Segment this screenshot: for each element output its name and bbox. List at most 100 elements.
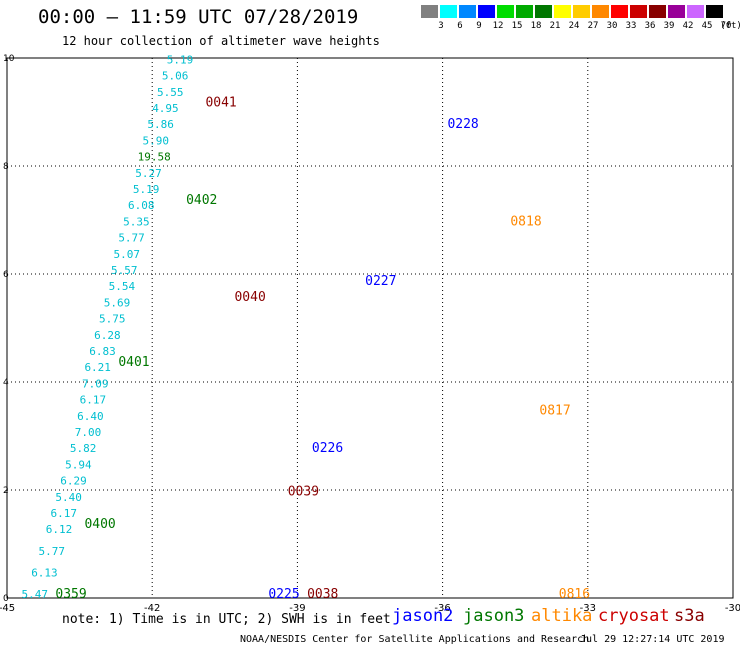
legend-swatch — [592, 5, 609, 18]
lat-tick-label: 6 — [3, 270, 9, 280]
map-subtitle: 12 hour collection of altimeter wave hei… — [62, 34, 380, 48]
satellite-legend-cryosat: cryosat — [598, 606, 670, 626]
wave-height-reading: 5.94 — [65, 458, 92, 471]
satellite-legend-jason3: jason3 — [463, 606, 525, 626]
lat-tick-label: 2 — [3, 486, 9, 496]
lat-tick-label: 8 — [3, 162, 9, 172]
wave-height-reading: 5.19 — [167, 53, 194, 66]
legend-label: 3 — [438, 21, 444, 31]
wave-height-reading: 5.35 — [123, 215, 150, 228]
legend-label: 42 — [682, 21, 694, 31]
footer-note: note: 1) Time is in UTC; 2) SWH is in fe… — [62, 612, 391, 627]
wave-height-reading: 6.17 — [80, 394, 107, 407]
wave-height-reading: 5.86 — [147, 118, 174, 131]
wave-height-reading: 6.40 — [77, 410, 104, 423]
legend-swatch — [440, 5, 457, 18]
lat-tick-label: 4 — [3, 378, 9, 388]
legend-swatch — [459, 5, 476, 18]
wave-height-reading: 5.82 — [70, 442, 97, 455]
wave-height-reading: 5.19 — [133, 183, 160, 196]
footer-timestamp: Jul 29 12:27:14 UTC 2019 — [580, 634, 725, 645]
legend-label: 15 — [511, 21, 523, 31]
satellite-legend-jason2: jason2 — [392, 606, 454, 626]
track-label: 0225 — [268, 587, 299, 602]
wave-height-reading: 5.40 — [55, 491, 82, 504]
legend-swatch — [535, 5, 552, 18]
track-label: 0040 — [234, 290, 265, 305]
wave-height-reading: 5.90 — [143, 134, 170, 147]
legend-label: 39 — [663, 21, 675, 31]
wave-height-reading: 19.58 — [138, 151, 171, 164]
track-label: 0039 — [288, 484, 319, 499]
lon-tick-label: -39 — [289, 603, 305, 614]
footer-credit: NOAA/NESDIS Center for Satellite Applica… — [240, 634, 590, 645]
legend-label: 21 — [549, 21, 561, 31]
wave-height-reading: 6.83 — [89, 345, 116, 358]
track-label: 0816 — [559, 587, 590, 602]
track-label: 0359 — [55, 587, 86, 602]
wave-height-reading: 5.69 — [104, 296, 131, 309]
legend-label: 24 — [568, 21, 580, 31]
map-title: 00:00 – 11:59 UTC 07/28/2019 — [38, 6, 359, 28]
lon-tick-label: -33 — [580, 603, 596, 614]
legend-label: 12 — [492, 21, 504, 31]
legend-label: 36 — [644, 21, 656, 31]
track-label: 0817 — [539, 403, 570, 418]
legend-swatch — [611, 5, 628, 18]
track-label: 0818 — [510, 214, 541, 229]
legend-swatch — [516, 5, 533, 18]
wave-height-reading: 5.77 — [118, 232, 145, 245]
legend-label: 27 — [587, 21, 599, 31]
legend-unit: (ft) — [720, 21, 740, 31]
wave-height-reading: 7.00 — [75, 426, 102, 439]
legend-swatch — [573, 5, 590, 18]
lon-tick-label: -30 — [725, 603, 740, 614]
lon-tick-label: -45 — [0, 603, 15, 614]
legend-swatch — [554, 5, 571, 18]
legend-swatch — [649, 5, 666, 18]
wave-height-reading: 5.07 — [113, 248, 140, 261]
wave-height-reading: 5.06 — [162, 70, 189, 83]
wave-height-reading: 6.17 — [51, 507, 77, 520]
legend-swatch — [706, 5, 723, 18]
track-label: 0041 — [205, 96, 236, 111]
legend-label: 18 — [530, 21, 542, 31]
legend-label: 9 — [476, 21, 482, 31]
satellite-legend-s3a: s3a — [674, 606, 705, 626]
wave-height-reading: 7.09 — [82, 377, 109, 390]
map-frame — [6, 57, 734, 599]
legend-label: 30 — [606, 21, 618, 31]
track-label: 0228 — [447, 117, 478, 132]
track-label: 0226 — [312, 441, 343, 456]
wave-height-reading: 5.77 — [38, 545, 65, 558]
track-label: 0402 — [186, 193, 217, 208]
legend-label: 6 — [457, 21, 463, 31]
wave-height-reading: 6.08 — [128, 199, 155, 212]
satellite-legend-altika: altika — [531, 606, 593, 626]
legend-swatch — [478, 5, 495, 18]
lat-tick-label: 0 — [3, 594, 9, 604]
track-label: 0401 — [118, 355, 149, 370]
track-label: 0038 — [307, 587, 338, 602]
wave-height-reading: 6.28 — [94, 329, 121, 342]
wave-height-reading: 6.21 — [84, 361, 111, 374]
wave-height-reading: 5.27 — [135, 167, 162, 180]
lat-tick-label: 10 — [3, 54, 15, 64]
legend-label: 70 — [720, 21, 732, 31]
wave-height-reading: 5.47 — [22, 588, 49, 601]
wave-height-reading: 6.12 — [46, 523, 73, 536]
wave-height-reading: 4.95 — [152, 102, 179, 115]
track-label: 0400 — [84, 517, 115, 532]
legend-swatch — [421, 5, 438, 18]
legend-label: 45 — [701, 21, 713, 31]
wave-height-reading: 5.75 — [99, 313, 126, 326]
wave-height-reading: 6.29 — [60, 475, 87, 488]
wave-height-reading: 5.54 — [109, 280, 136, 293]
legend-swatch — [630, 5, 647, 18]
lon-tick-label: -36 — [434, 603, 450, 614]
legend-label: 33 — [625, 21, 637, 31]
legend-swatch — [668, 5, 685, 18]
track-label: 0227 — [365, 274, 396, 289]
wave-height-reading: 5.57 — [111, 264, 138, 277]
